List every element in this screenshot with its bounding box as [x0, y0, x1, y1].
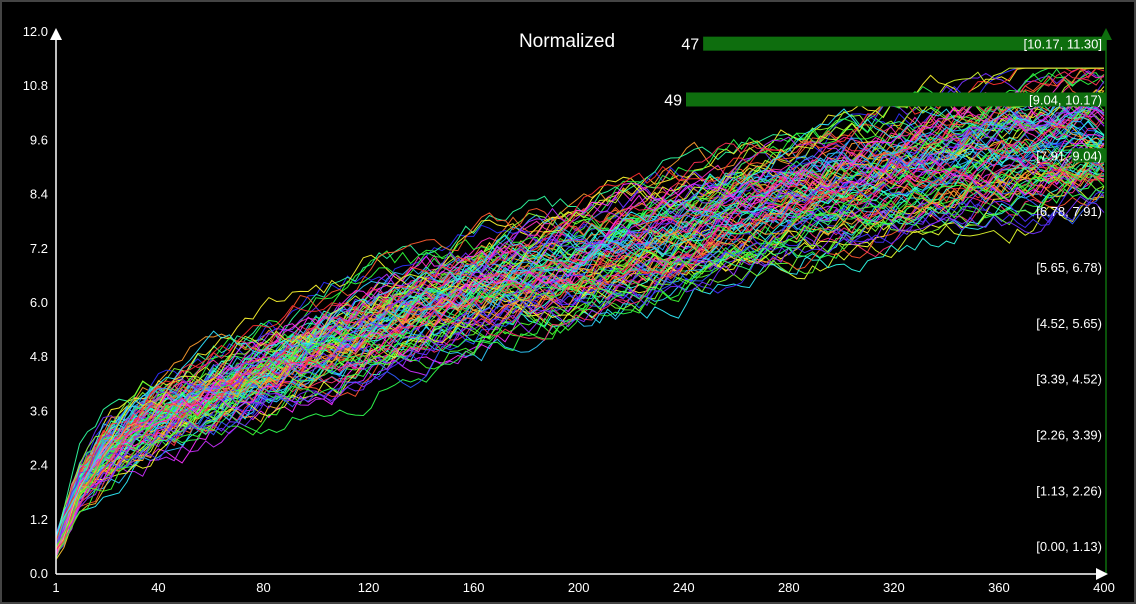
- histogram-bin-label: [10.17, 11.30]: [1023, 37, 1102, 52]
- x-tick-label: 360: [988, 580, 1010, 595]
- histogram-layer: [0.00, 1.13) [1.13, 2.26) [2.26, 3.39) [3.3…: [664, 28, 1112, 574]
- series-line: [55, 143, 1105, 557]
- series-line: [55, 81, 1105, 554]
- series-line: [55, 127, 1105, 543]
- y-tick-label: 7.2: [30, 241, 48, 256]
- x-tick-label: 400: [1093, 580, 1115, 595]
- series-line: [55, 151, 1105, 551]
- series-line: [55, 130, 1105, 549]
- series-line: [55, 162, 1105, 548]
- series-line: [55, 167, 1105, 546]
- series-line: [55, 96, 1105, 552]
- histogram-bin-label: [2.26, 3.39): [1036, 427, 1102, 442]
- histogram-bin-label: [9.04, 10.17): [1029, 92, 1102, 107]
- histogram-bin-label: [4.52, 5.65): [1036, 316, 1102, 331]
- y-tick-label: 4.8: [30, 349, 48, 364]
- histogram-bin-label: [3.39, 4.52): [1036, 372, 1102, 387]
- series-line: [55, 129, 1105, 552]
- series-line: [55, 67, 1104, 549]
- x-tick-label: 1: [52, 580, 59, 595]
- histogram-bar: [1071, 148, 1106, 163]
- y-tick-label: 9.6: [30, 132, 48, 147]
- histogram-bin-label: [7.91, 9.04): [1036, 148, 1102, 163]
- series-line: [55, 145, 1105, 542]
- x-tick-label: 320: [883, 580, 905, 595]
- series-line: [55, 184, 1105, 542]
- y-tick-label: 2.4: [30, 458, 48, 473]
- series-line: [55, 90, 1105, 557]
- series-line: [55, 171, 1105, 540]
- histogram-bar: [703, 36, 1106, 51]
- histogram-bin-label: [1.13, 2.26): [1036, 483, 1102, 498]
- series-line: [55, 96, 1105, 552]
- x-tick-label: 80: [256, 580, 270, 595]
- y-tick-label: 0.0: [30, 566, 48, 581]
- y-tick-label: 6.0: [30, 295, 48, 310]
- series-line: [55, 101, 1105, 537]
- series-line: [55, 151, 1105, 540]
- series-line: [55, 98, 1105, 545]
- series-line: [55, 144, 1105, 544]
- series-line: [55, 145, 1105, 545]
- series-line: [55, 188, 1105, 560]
- x-tick-label: 160: [463, 580, 485, 595]
- series-line: [55, 139, 1105, 551]
- series-line: [55, 71, 1105, 550]
- y-tick-label: 12.0: [23, 24, 48, 39]
- x-axis-arrow: [1096, 568, 1108, 580]
- histogram-bin-label: [5.65, 6.78): [1036, 260, 1102, 275]
- series-line: [55, 168, 1105, 554]
- histogram-count-label: 49: [664, 92, 682, 109]
- y-axis-arrow: [50, 28, 62, 40]
- chart-title: Normalized: [519, 31, 615, 52]
- series-line: [55, 195, 1105, 547]
- series-line: [55, 106, 1105, 538]
- y-tick-label: 8.4: [30, 187, 48, 202]
- x-tick-label: 280: [778, 580, 800, 595]
- series-line: [55, 163, 1105, 559]
- series-line: [55, 100, 1105, 535]
- axis-layer: 0.0 1.2 2.4 3.6 4.8 6.0 7.2 8.4 9.6 10.8 12.0 1 40 80…: [23, 24, 1115, 595]
- y-tick-label: 1.2: [30, 512, 48, 527]
- y-tick-label: 3.6: [30, 403, 48, 418]
- series-line: [55, 105, 1105, 549]
- x-tick-label: 40: [151, 580, 165, 595]
- series-line: [55, 100, 1105, 553]
- histogram-bin-label: [6.78, 7.91): [1036, 204, 1102, 219]
- histogram-bar: [686, 92, 1106, 107]
- series-line: [55, 133, 1105, 557]
- series-line: [55, 184, 1105, 543]
- series-line: [55, 136, 1105, 543]
- series-line: [55, 141, 1105, 553]
- series-line: [55, 96, 1105, 536]
- y-tick-label: 10.8: [23, 78, 48, 93]
- series-line: [55, 99, 1105, 539]
- histogram-bin-label: [0.00, 1.13): [1036, 539, 1102, 554]
- histogram-count-label: 47: [681, 37, 699, 54]
- x-tick-label: 120: [358, 580, 380, 595]
- x-tick-label: 240: [673, 580, 695, 595]
- series-layer: [55, 67, 1105, 560]
- x-tick-label: 200: [568, 580, 590, 595]
